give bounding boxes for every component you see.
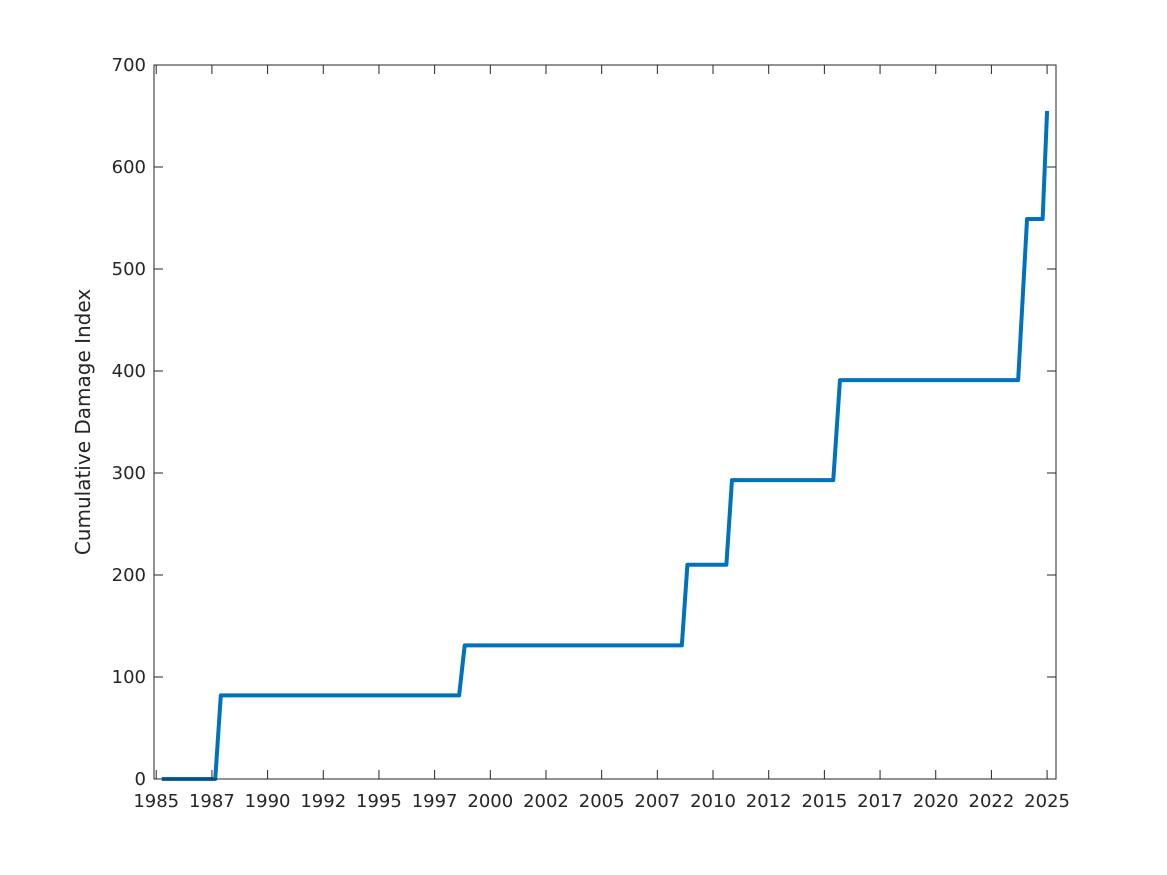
y-tick-label: 700 <box>112 55 146 76</box>
series-layer <box>161 110 1050 781</box>
y-tick-label: 200 <box>112 565 146 586</box>
x-tick-label: 2020 <box>913 791 959 812</box>
x-tick-label: 2002 <box>523 791 569 812</box>
x-tick-label: 1997 <box>412 791 458 812</box>
plot-area <box>154 65 1056 779</box>
x-tick-label: 2017 <box>857 791 903 812</box>
x-tick-label: 2022 <box>969 791 1015 812</box>
y-tick-label: 400 <box>112 361 146 382</box>
x-tick-label: 1992 <box>300 791 346 812</box>
axes-box <box>153 64 1057 780</box>
x-tick-label: 2007 <box>634 791 680 812</box>
series-line-0 <box>161 110 1050 781</box>
x-tick-label: 2012 <box>746 791 792 812</box>
plot-background <box>154 65 1056 779</box>
axes-layer <box>153 64 1057 780</box>
x-tick-label: 2015 <box>801 791 847 812</box>
x-tick-label: 1990 <box>245 791 291 812</box>
x-tick-label: 1995 <box>356 791 402 812</box>
x-tick-label: 2005 <box>579 791 625 812</box>
labels-layer: 0 100 200 300 400 500 600 700 1985 1987 1990 1992 19… <box>112 55 1070 812</box>
x-tick-label: 2010 <box>690 791 736 812</box>
x-tick-label: 1985 <box>133 791 179 812</box>
y-tick-label: 0 <box>135 769 146 790</box>
y-tick-label: 600 <box>112 157 146 178</box>
y-tick-label: 100 <box>112 667 146 688</box>
x-tick-label: 1987 <box>189 791 235 812</box>
y-axis-label: Cumulative Damage Index <box>71 289 95 555</box>
y-tick-label: 300 <box>112 463 146 484</box>
x-tick-label: 2000 <box>467 791 513 812</box>
x-tick-label: 2025 <box>1024 791 1070 812</box>
y-tick-label: 500 <box>112 259 146 280</box>
